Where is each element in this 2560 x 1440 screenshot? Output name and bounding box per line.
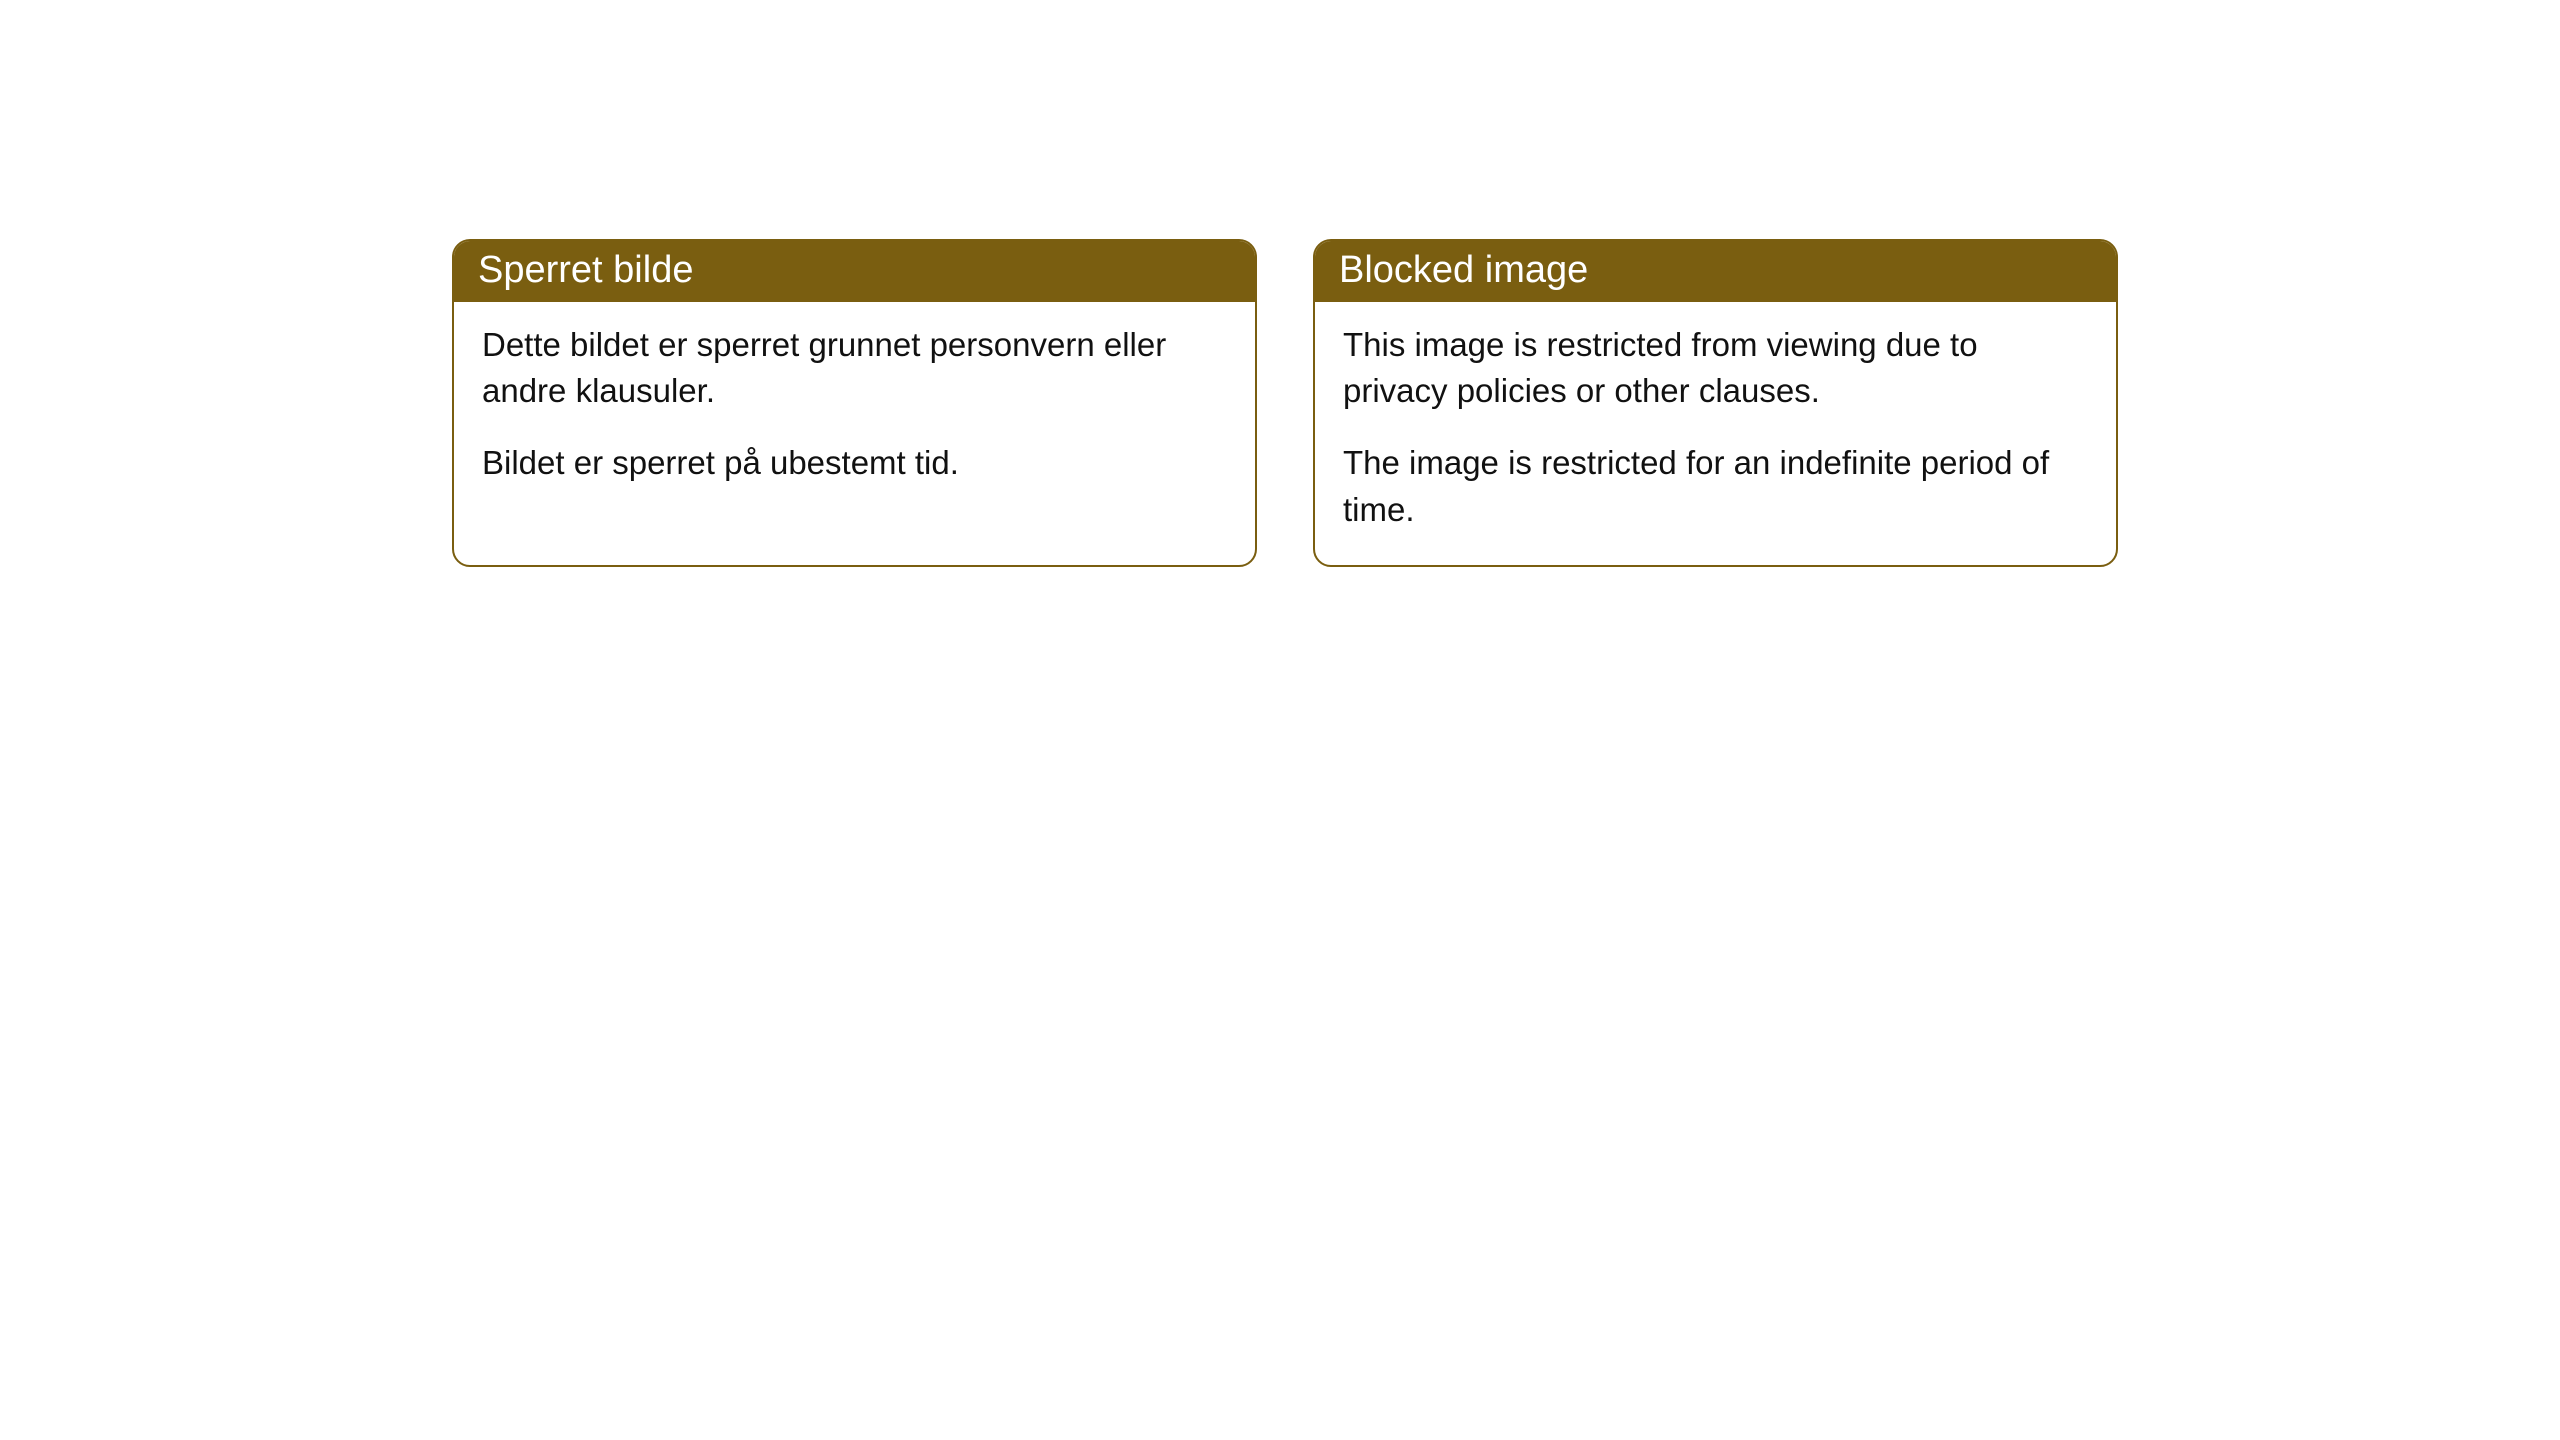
card-paragraph-english-2: The image is restricted for an indefinit… <box>1343 440 2088 532</box>
card-header-norwegian: Sperret bilde <box>454 241 1255 302</box>
notice-container: Sperret bilde Dette bildet er sperret gr… <box>452 239 2118 567</box>
card-header-english: Blocked image <box>1315 241 2116 302</box>
card-paragraph-norwegian-2: Bildet er sperret på ubestemt tid. <box>482 440 1227 486</box>
card-title-english: Blocked image <box>1339 249 1588 291</box>
notice-card-norwegian: Sperret bilde Dette bildet er sperret gr… <box>452 239 1257 567</box>
card-body-english: This image is restricted from viewing du… <box>1315 302 2116 565</box>
card-paragraph-english-1: This image is restricted from viewing du… <box>1343 322 2088 414</box>
card-paragraph-norwegian-1: Dette bildet er sperret grunnet personve… <box>482 322 1227 414</box>
card-title-norwegian: Sperret bilde <box>478 249 693 291</box>
card-body-norwegian: Dette bildet er sperret grunnet personve… <box>454 302 1255 519</box>
notice-card-english: Blocked image This image is restricted f… <box>1313 239 2118 567</box>
